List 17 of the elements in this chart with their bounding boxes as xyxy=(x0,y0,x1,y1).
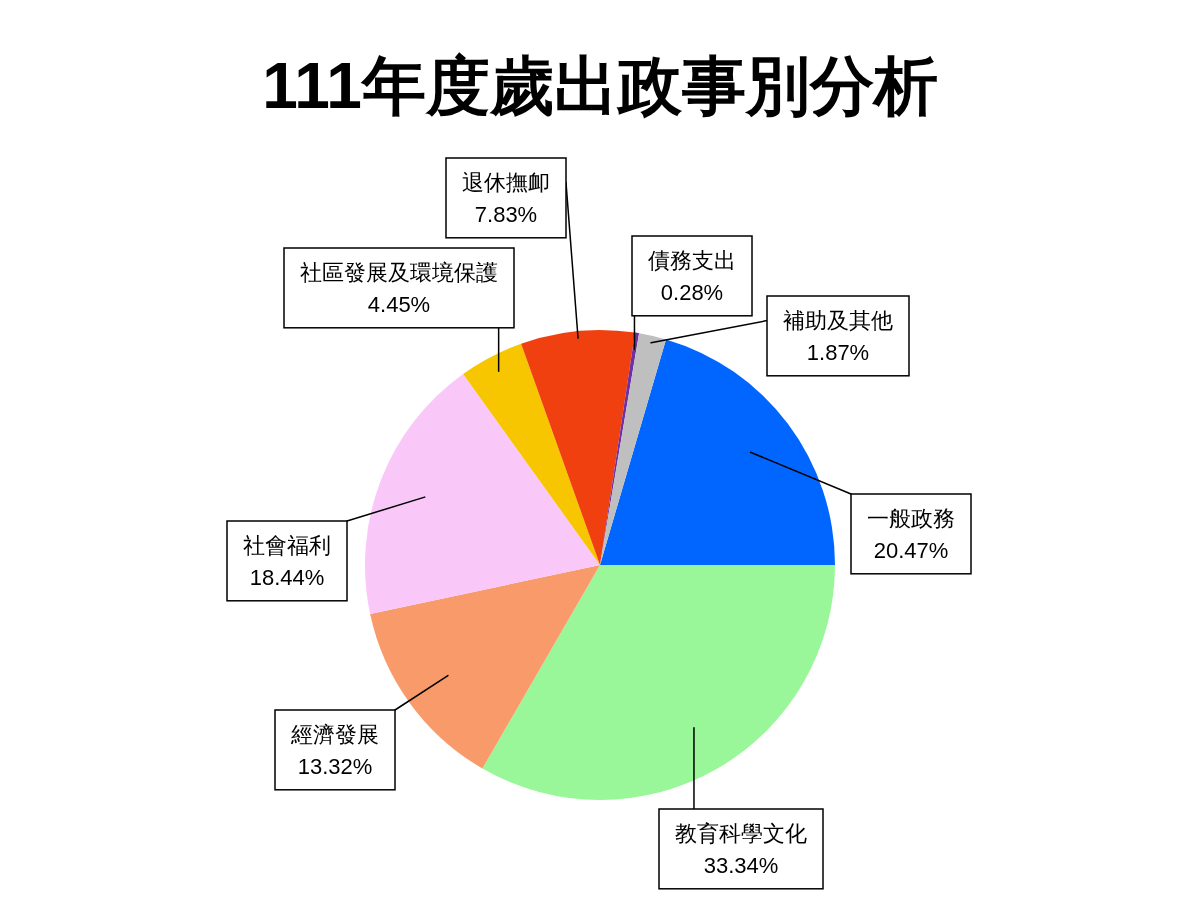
slice-label: 退休撫卹 xyxy=(462,169,550,195)
slice-label: 教育科學文化 xyxy=(675,820,807,846)
data-label: 18.44% xyxy=(249,564,325,590)
data-label: 0.28% xyxy=(660,279,724,305)
data-label: 13.32% xyxy=(297,753,373,779)
slice-label: 債務支出 xyxy=(648,247,736,273)
data-label: 20.47% xyxy=(873,537,949,563)
data-label: 1.87% xyxy=(806,339,870,365)
slice-label: 補助及其他 xyxy=(783,307,893,333)
data-label: 33.34% xyxy=(703,852,779,878)
slice-label: 一般政務 xyxy=(867,505,955,531)
data-label: 4.45% xyxy=(367,291,431,317)
slice-label: 社區發展及環境保護 xyxy=(300,259,498,285)
slice-label: 社會福利 xyxy=(243,532,331,558)
title: 111年度歲出政事別分析 xyxy=(262,50,938,122)
data-label: 7.83% xyxy=(474,201,538,227)
slice-label: 經濟發展 xyxy=(290,721,379,747)
